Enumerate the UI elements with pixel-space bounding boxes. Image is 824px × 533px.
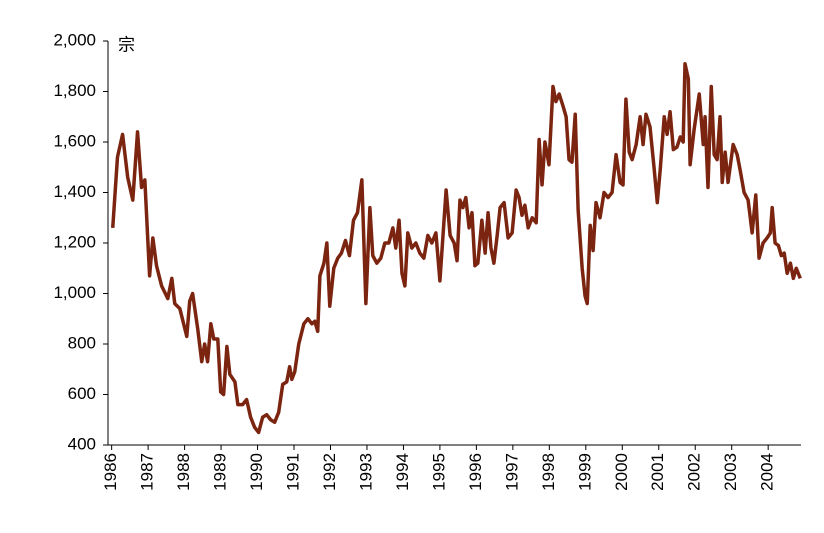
y-tick-label: 1,600 [53,131,96,150]
x-tick-label: 2000 [612,453,631,491]
y-tick-label: 1,800 [53,81,96,100]
unit-label: 宗 [118,35,135,54]
y-tick-label: 2,000 [53,30,96,49]
y-tick-label: 800 [68,333,96,352]
data-line [110,61,802,435]
x-tick-label: 1991 [284,453,303,491]
x-tick-label: 2002 [685,453,704,491]
x-tick-label: 1992 [320,453,339,491]
x-tick-label: 1994 [393,453,412,491]
x-tick-label: 1988 [174,453,193,491]
x-tick-label: 1990 [247,453,266,491]
x-tick-label: 2001 [648,453,667,491]
x-tick-label: 1999 [575,453,594,491]
x-tick-label: 1996 [466,453,485,491]
x-tick-label: 1993 [356,453,375,491]
x-tick-label: 1997 [502,453,521,491]
x-tick-label: 1989 [211,453,230,491]
y-tick-label: 600 [68,384,96,403]
x-tick-label: 2003 [721,453,740,491]
x-tick-label: 1987 [138,453,157,491]
x-tick-label: 1995 [429,453,448,491]
y-tick-label: 400 [68,434,96,453]
x-tick-label: 1986 [101,453,120,491]
y-tick-label: 1,400 [53,182,96,201]
y-tick-label: 1,000 [53,283,96,302]
y-tick-label: 1,200 [53,232,96,251]
x-tick-label: 2004 [758,453,777,491]
x-tick-label: 1998 [539,453,558,491]
